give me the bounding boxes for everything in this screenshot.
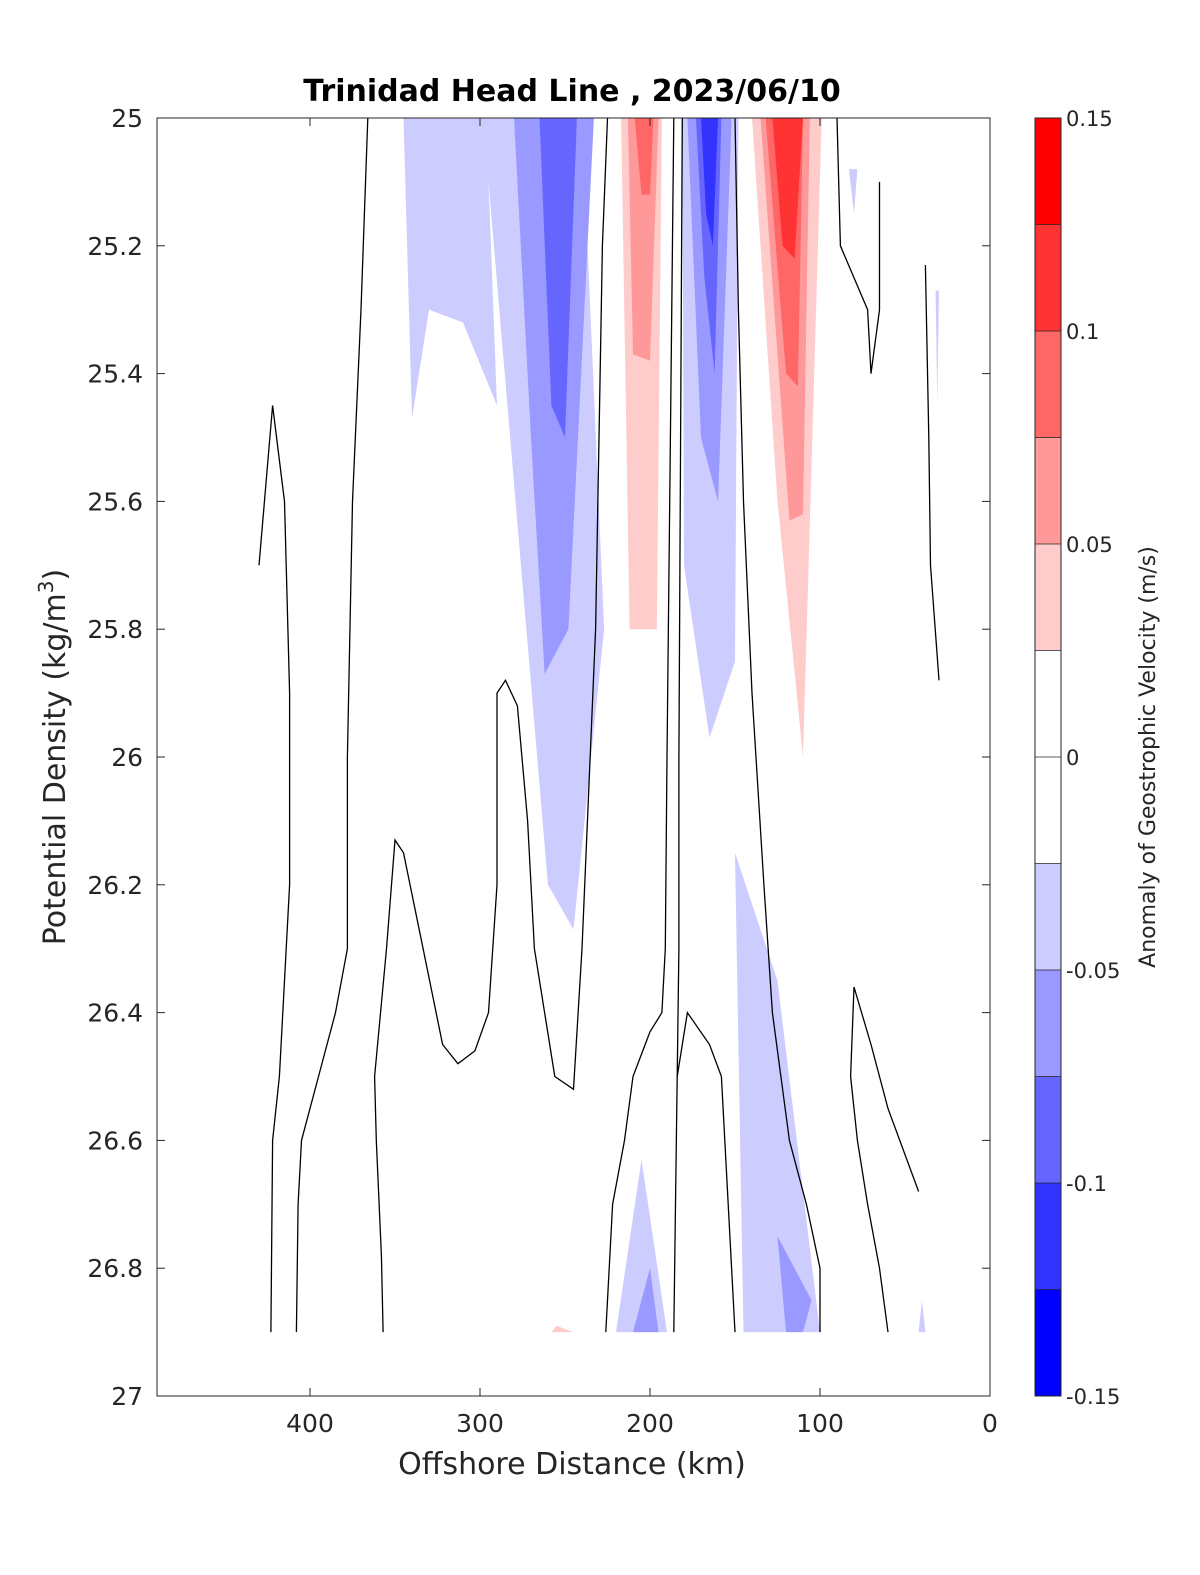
contour-region-10 xyxy=(701,118,718,246)
y-axis-ticks: 25 25.2 25.4 25.6 25.8 26 26.2 26.4 26.6 26.8 27 xyxy=(87,104,990,1411)
x-tick-label: 400 xyxy=(286,1409,334,1438)
colorbar-tick-label: 0.15 xyxy=(1066,107,1113,131)
contour-line-8 xyxy=(849,986,889,1333)
colorbar-tick-label: 0.05 xyxy=(1066,533,1113,557)
contour-region-27 xyxy=(403,1255,455,1333)
contour-line-6 xyxy=(734,117,821,1333)
contour-line-9 xyxy=(853,986,920,1192)
contour-region-17 xyxy=(848,169,858,214)
contour-line-3 xyxy=(605,117,675,1333)
contour-region-20 xyxy=(259,118,263,163)
y-axis-label-close: ) xyxy=(38,569,73,581)
y-tick-label: 26 xyxy=(111,743,143,772)
contour-line-7 xyxy=(836,117,881,374)
contour-region-24 xyxy=(633,1268,659,1333)
y-tick-label: 26.2 xyxy=(87,871,143,900)
y-tick-label: 27 xyxy=(111,1382,143,1411)
y-tick-label: 25.8 xyxy=(87,615,143,644)
contour-region-28 xyxy=(551,1325,574,1333)
contour-region-19 xyxy=(932,993,939,1096)
colorbar-ticks: 0.15 0.1 0.05 0 -0.05 -0.1 -0.15 xyxy=(1066,107,1120,1409)
contour-region-26 xyxy=(514,1172,591,1333)
x-axis-ticks: 400 300 200 100 0 xyxy=(286,118,998,1438)
colorbar-cell xyxy=(1035,224,1061,331)
y-axis-label-main: Potential Density (kg/m xyxy=(38,593,73,945)
y-axis-label-superscript: 3 xyxy=(34,580,58,593)
colorbar-cell xyxy=(1035,863,1061,970)
colorbar-cell xyxy=(1035,757,1061,864)
colorbar-tick-label: -0.15 xyxy=(1066,1385,1120,1409)
contour-region-21 xyxy=(735,852,820,1333)
contour-line-5 xyxy=(676,117,683,1077)
y-tick-label: 25.2 xyxy=(87,232,143,261)
colorbar-cell xyxy=(1035,970,1061,1077)
contour-line-2 xyxy=(373,117,609,1333)
colorbar-cell xyxy=(1035,437,1061,544)
contour-line-10 xyxy=(924,264,940,681)
colorbar-cell xyxy=(1035,1289,1061,1396)
colorbar-tick-label: 0 xyxy=(1066,746,1079,770)
contour-region-15 xyxy=(772,118,803,259)
contour-region-23 xyxy=(616,1159,667,1333)
colorbar-cell xyxy=(1035,118,1061,225)
x-tick-label: 0 xyxy=(982,1409,998,1438)
contour-line-1 xyxy=(295,117,369,1333)
contour-region-18 xyxy=(935,290,939,406)
contour-region-2 xyxy=(539,118,577,438)
colorbar-frame xyxy=(1034,117,1062,1397)
colorbar-cell xyxy=(1035,650,1061,757)
y-tick-label: 25.6 xyxy=(87,487,143,516)
colorbar: 0.15 0.1 0.05 0 -0.05 -0.1 -0.15 Anomaly of Ge… xyxy=(1034,107,1161,1409)
filled-contour-regions xyxy=(259,118,939,1333)
contour-region-5 xyxy=(627,118,659,361)
colorbar-cell xyxy=(1035,544,1061,651)
colorbar-cell xyxy=(1035,1076,1061,1183)
colorbar-tick-label: 0.1 xyxy=(1066,320,1099,344)
x-tick-label: 200 xyxy=(626,1409,674,1438)
y-tick-label: 25 xyxy=(111,104,143,133)
colorbar-tick-label: -0.05 xyxy=(1066,959,1120,983)
y-axis-label: Potential Density (kg/m3) xyxy=(34,569,73,945)
plot-area: 400 300 200 100 0 25 25.2 25.4 25.6 25.8 26 26.2 26… xyxy=(87,104,998,1438)
x-tick-label: 300 xyxy=(456,1409,504,1438)
y-tick-label: 26.8 xyxy=(87,1254,143,1283)
x-tick-label: 100 xyxy=(796,1409,844,1438)
x-axis-label: Offshore Distance (km) xyxy=(398,1447,746,1482)
colorbar-cell xyxy=(1035,331,1061,438)
colorbar-cell xyxy=(1035,1183,1061,1290)
contour-region-29 xyxy=(918,1300,926,1333)
contour-region-16 xyxy=(891,181,931,821)
y-tick-label: 26.4 xyxy=(87,999,143,1028)
chart-title: Trinidad Head Line , 2023/06/10 xyxy=(303,74,840,109)
colorbar-tick-label: -0.1 xyxy=(1066,1172,1107,1196)
contour-line-0 xyxy=(258,405,291,1333)
contour-region-22 xyxy=(777,1236,812,1333)
contour-region-6 xyxy=(634,118,654,195)
colorbar-label: Anomaly of Geostrophic Velocity (m/s) xyxy=(1136,546,1161,968)
contour-region-25 xyxy=(675,1191,718,1333)
contour-lines xyxy=(258,117,940,1333)
y-tick-label: 25.4 xyxy=(87,360,143,389)
y-tick-label: 26.6 xyxy=(87,1126,143,1155)
colorbar-cells xyxy=(1035,118,1061,1396)
